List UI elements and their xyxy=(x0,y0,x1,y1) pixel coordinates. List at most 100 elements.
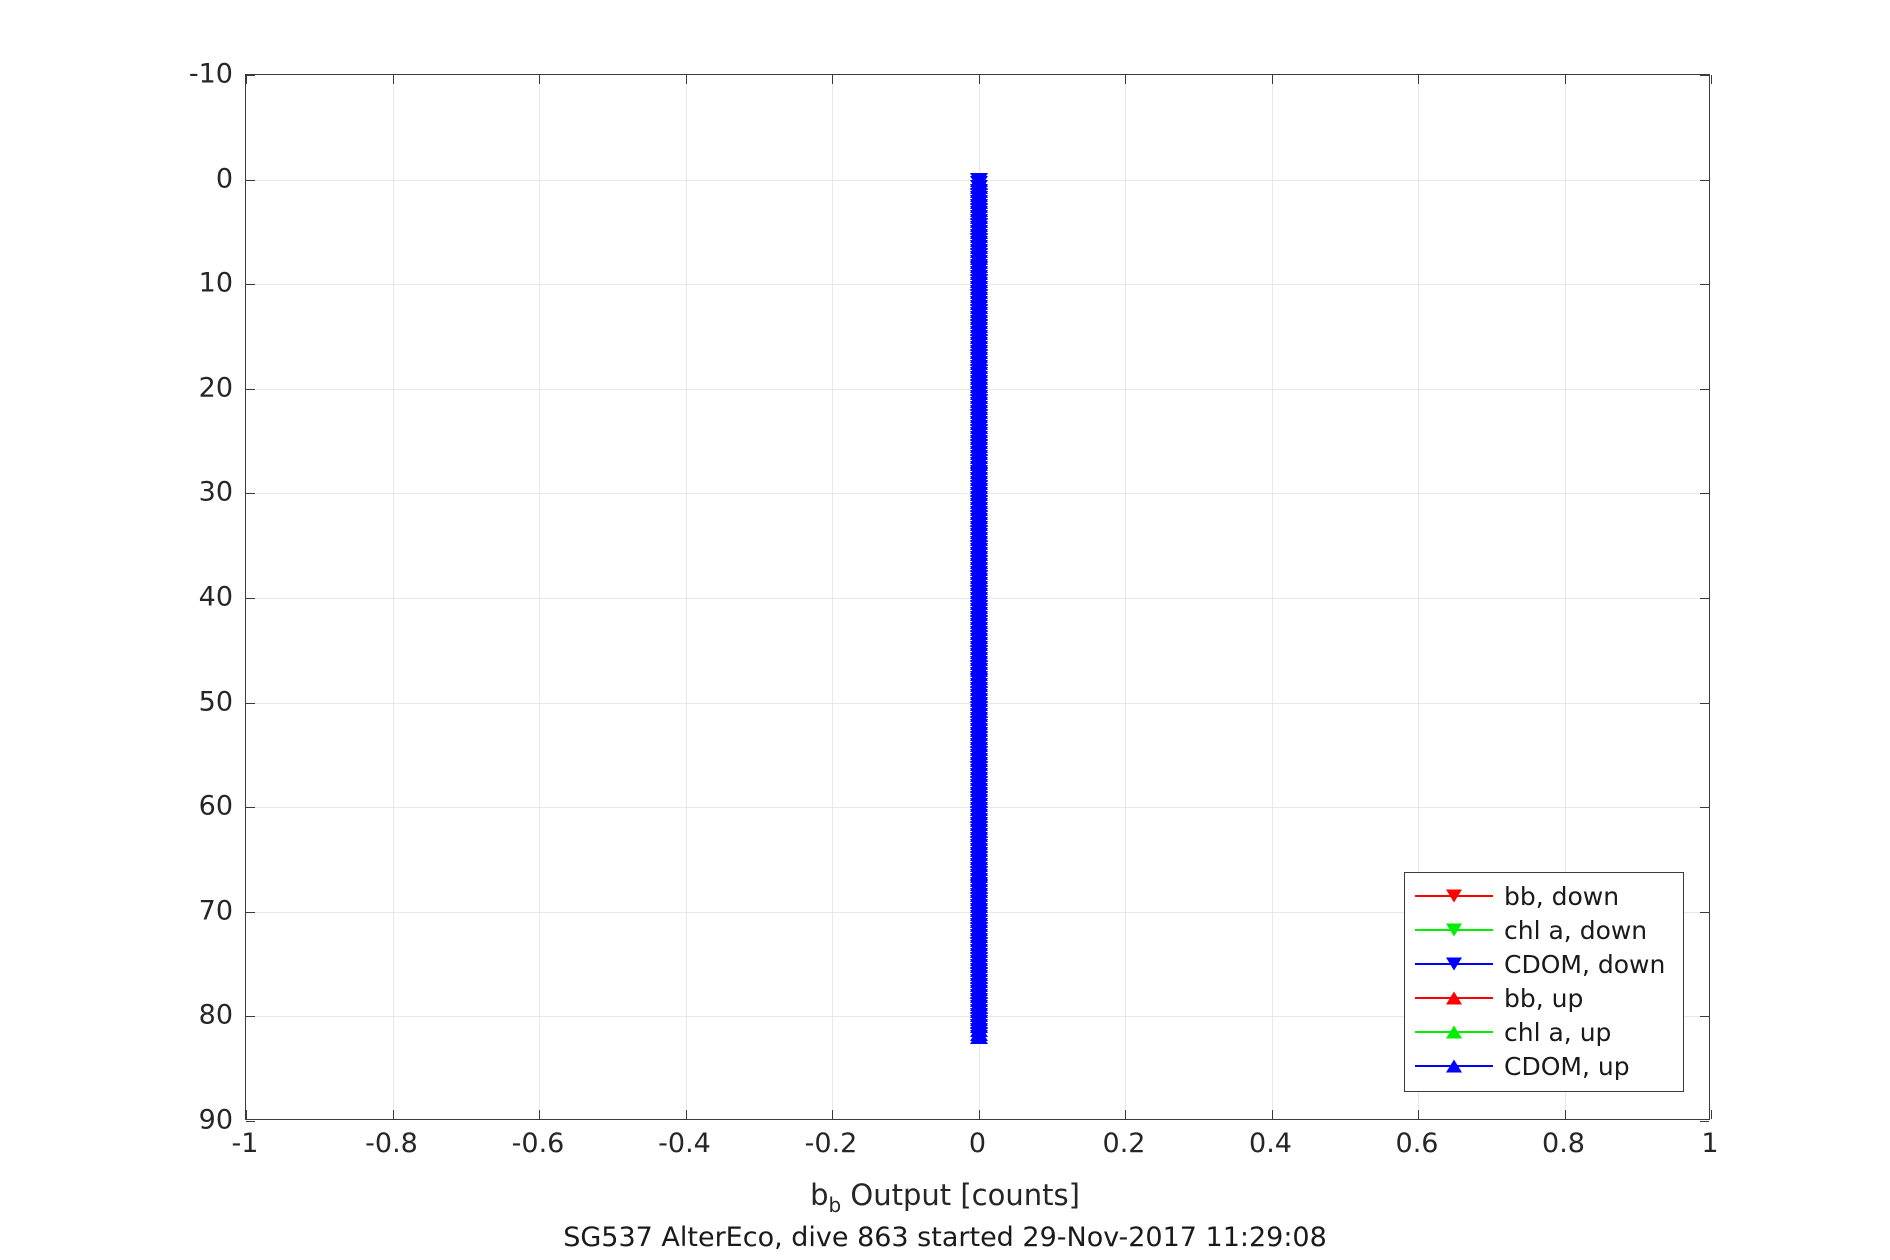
legend-item-3[interactable]: bb, up xyxy=(1405,981,1683,1015)
legend-label: bb, up xyxy=(1504,983,1584,1013)
legend-label: chl a, up xyxy=(1504,1017,1612,1047)
data-series-layer xyxy=(246,75,1709,1119)
y-axis-tick xyxy=(1700,1016,1709,1018)
y-tick-label: 10 xyxy=(198,267,233,299)
x-axis-tick xyxy=(978,75,980,84)
data-point-marker xyxy=(969,1030,988,1045)
x-axis-label-base: b xyxy=(810,1178,829,1212)
x-axis-tick xyxy=(1125,75,1126,84)
legend-sample xyxy=(1415,988,1493,1008)
legend-sample xyxy=(1415,1056,1493,1076)
legend-item-2[interactable]: CDOM, down xyxy=(1405,947,1683,981)
x-tick-label: -1 xyxy=(231,1128,259,1159)
y-tick-label: 40 xyxy=(198,581,233,613)
y-tick-label: 30 xyxy=(198,476,233,508)
figure-caption: SG537 AlterEco, dive 863 started 29-Nov-… xyxy=(563,1222,1327,1253)
y-axis-tick xyxy=(246,1121,255,1122)
y-tick-label: 70 xyxy=(198,895,233,927)
x-tick-label: 0 xyxy=(968,1128,987,1159)
x-tick-label: 0.8 xyxy=(1542,1128,1585,1159)
x-axis-label: bb Output [counts] xyxy=(0,1178,1890,1217)
x-tick-label: 0.6 xyxy=(1395,1128,1439,1159)
plot-area xyxy=(245,74,1712,1122)
legend-item-4[interactable]: chl a, up xyxy=(1405,1015,1683,1049)
y-axis-tick xyxy=(246,911,255,913)
y-tick-label: 60 xyxy=(198,790,233,822)
y-axis-tick xyxy=(246,1016,255,1018)
y-axis-tick xyxy=(1700,911,1709,913)
x-tick-label: -0.2 xyxy=(804,1128,858,1159)
legend-item-0[interactable]: bb, down xyxy=(1405,879,1683,913)
y-axis-tick xyxy=(246,284,255,286)
x-axis-tick xyxy=(246,75,247,84)
legend-item-5[interactable]: CDOM, up xyxy=(1405,1049,1683,1083)
x-axis-tick xyxy=(1418,75,1419,84)
y-axis-tick xyxy=(246,807,255,809)
triangle-down-icon xyxy=(1446,889,1462,903)
y-axis-tick xyxy=(1700,702,1709,704)
y-axis-tick xyxy=(246,179,255,181)
y-axis-tick xyxy=(1700,75,1709,76)
x-axis-tick xyxy=(1271,75,1273,84)
legend-label: CDOM, up xyxy=(1504,1051,1630,1081)
triangle-up-icon xyxy=(1446,1059,1462,1073)
x-axis-tick xyxy=(685,1110,687,1119)
legend-sample xyxy=(1415,954,1493,974)
gridline-vertical xyxy=(539,75,540,1119)
x-tick-label: -0.8 xyxy=(365,1128,418,1159)
y-tick-label: 90 xyxy=(198,1104,233,1136)
x-axis-tick xyxy=(832,75,833,84)
triangle-down-icon xyxy=(1446,923,1462,937)
y-axis-tick xyxy=(246,388,255,390)
gridline-vertical xyxy=(392,75,394,1119)
gridline-vertical xyxy=(1271,75,1273,1119)
legend-label: bb, down xyxy=(1504,881,1620,911)
legend-item-1[interactable]: chl a, down xyxy=(1405,913,1683,947)
x-axis-label-rest: Output [counts] xyxy=(841,1178,1080,1212)
y-tick-label: 20 xyxy=(198,372,233,404)
legend-sample xyxy=(1415,1022,1493,1042)
x-axis-tick xyxy=(539,75,540,84)
x-axis-tick xyxy=(1125,1110,1126,1119)
y-axis-tick xyxy=(246,493,255,495)
legend-sample xyxy=(1415,886,1493,906)
gridline-vertical xyxy=(1418,75,1419,1119)
x-axis-tick xyxy=(392,1110,394,1119)
legend-label: CDOM, down xyxy=(1504,949,1666,979)
y-tick-label: -10 xyxy=(188,58,233,90)
y-tick-label: 50 xyxy=(198,686,233,718)
x-axis-tick xyxy=(246,1110,247,1119)
gridline-vertical xyxy=(1125,75,1126,1119)
y-axis-tick xyxy=(1700,807,1709,809)
y-axis-tick xyxy=(246,75,255,76)
y-axis-tick xyxy=(1700,1121,1709,1122)
y-tick-label: 80 xyxy=(198,999,233,1031)
legend-label: chl a, down xyxy=(1504,915,1648,945)
triangle-up-icon xyxy=(1446,1025,1462,1039)
gridline-vertical xyxy=(832,75,833,1119)
y-axis-tick xyxy=(1700,493,1709,495)
x-tick-label: 0.4 xyxy=(1249,1128,1292,1159)
y-tick-label: 0 xyxy=(215,163,233,195)
x-axis-tick xyxy=(1271,1110,1273,1119)
x-tick-label: 1 xyxy=(1701,1128,1719,1159)
y-axis-tick xyxy=(1700,598,1709,599)
legend[interactable]: bb, down chl a, down CDOM, down bb, up chl a… xyxy=(1404,872,1684,1092)
triangle-up-icon xyxy=(1446,991,1462,1005)
x-axis-tick xyxy=(685,75,687,84)
x-axis-tick xyxy=(539,1110,540,1119)
x-axis-tick xyxy=(1711,1110,1712,1119)
x-tick-label: 0.2 xyxy=(1102,1128,1146,1159)
gridline-vertical xyxy=(1564,75,1566,1119)
y-axis-tick xyxy=(1700,388,1709,390)
x-axis-label-subscript: b xyxy=(828,1192,842,1217)
x-tick-label: -0.4 xyxy=(658,1128,711,1159)
x-axis-tick xyxy=(1711,75,1712,84)
y-axis-label-wrapper: Depth [counts] xyxy=(148,1120,149,1121)
legend-sample xyxy=(1415,920,1493,940)
y-axis-tick xyxy=(1700,179,1709,181)
x-axis-tick xyxy=(978,1110,980,1119)
x-axis-tick xyxy=(392,75,394,84)
triangle-down-icon xyxy=(1446,957,1462,971)
